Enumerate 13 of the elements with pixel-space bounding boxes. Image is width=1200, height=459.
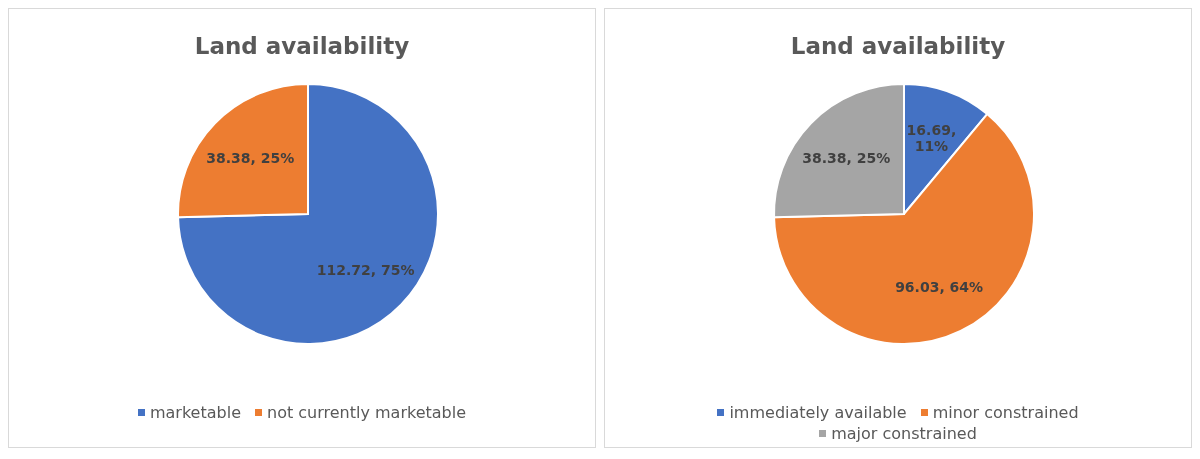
data-label: 38.38, 25% bbox=[206, 149, 295, 166]
legend-label: major constrained bbox=[830, 424, 977, 443]
chart-title: Land availability bbox=[193, 32, 411, 61]
data-label: 112.72, 75% bbox=[316, 262, 415, 279]
legend-label: not currently marketable bbox=[266, 403, 467, 422]
data-label: 38.38, 25% bbox=[802, 149, 891, 166]
legend-label: immediately available bbox=[728, 403, 907, 422]
legend-label: marketable bbox=[148, 403, 241, 422]
data-label: 16.69, 11% bbox=[906, 122, 957, 155]
data-label: 96.03, 64% bbox=[895, 278, 984, 295]
pie-slice bbox=[177, 83, 439, 345]
legend-label: minor constrained bbox=[931, 403, 1079, 422]
chart-title: Land availability bbox=[789, 32, 1007, 61]
